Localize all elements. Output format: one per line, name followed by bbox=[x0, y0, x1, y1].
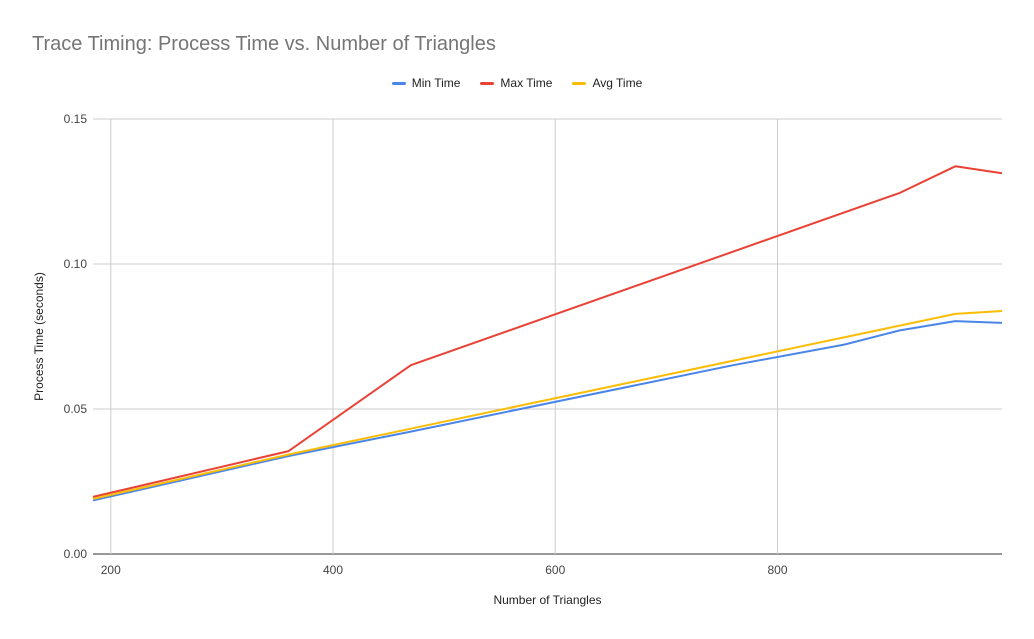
legend: Min Time Max Time Avg Time bbox=[0, 76, 1034, 90]
y-axis-title: Process Time (seconds) bbox=[32, 272, 46, 401]
chart-title: Trace Timing: Process Time vs. Number of… bbox=[32, 33, 496, 55]
y-tick-label: 0.05 bbox=[64, 402, 88, 416]
legend-label-max: Max Time bbox=[500, 76, 553, 90]
y-tick-label: 0.15 bbox=[64, 112, 88, 126]
legend-item-min: Min Time bbox=[391, 76, 461, 90]
legend-item-avg: Avg Time bbox=[572, 76, 642, 90]
y-tick-label: 0.10 bbox=[64, 257, 88, 271]
series-line-min-time bbox=[92, 320, 1003, 502]
x-tick-label: 800 bbox=[768, 563, 788, 577]
legend-swatch-avg bbox=[572, 81, 587, 85]
y-tick-label: 0.00 bbox=[64, 547, 88, 561]
legend-swatch-max bbox=[480, 81, 495, 85]
x-tick-label: 600 bbox=[545, 563, 565, 577]
x-tick-label: 400 bbox=[323, 563, 343, 577]
legend-item-max: Max Time bbox=[480, 76, 552, 90]
legend-label-min: Min Time bbox=[411, 76, 461, 90]
legend-swatch-min bbox=[391, 81, 406, 85]
series-line-max-time bbox=[92, 165, 1003, 498]
series-line-avg-time bbox=[92, 310, 1003, 500]
x-tick-label: 200 bbox=[101, 563, 121, 577]
x-axis-title: Number of Triangles bbox=[493, 593, 601, 607]
legend-label-avg: Avg Time bbox=[592, 76, 643, 90]
